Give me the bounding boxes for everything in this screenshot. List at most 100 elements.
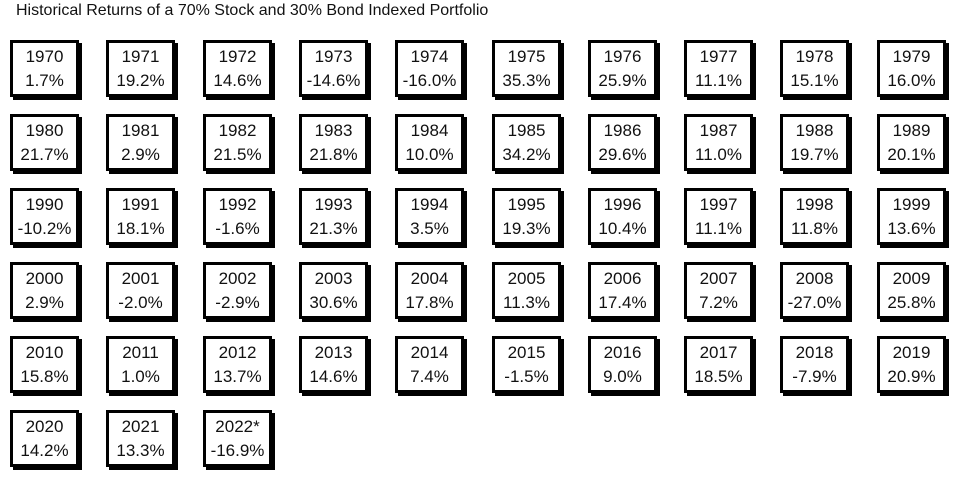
return-value: 14.6% <box>309 366 358 386</box>
year-return-cell: 2004 17.8% <box>395 262 464 319</box>
year-return-cell: 1989 20.1% <box>877 114 946 171</box>
return-value: 14.6% <box>213 70 262 90</box>
chart-title: Historical Returns of a 70% Stock and 30… <box>16 2 489 19</box>
year-return-cell: 1977 11.1% <box>684 40 753 97</box>
return-value: -2.9% <box>215 292 260 312</box>
year-label: 1980 <box>25 120 64 140</box>
year-return-cell: 1975 35.3% <box>492 40 561 97</box>
return-value: 18.1% <box>116 218 165 238</box>
return-value: 11.3% <box>503 292 550 312</box>
year-return-cell: 1987 11.0% <box>684 114 753 171</box>
return-value: 11.1% <box>695 218 742 238</box>
year-label: 1993 <box>314 194 353 214</box>
year-label: 1970 <box>25 46 64 66</box>
return-value: 10.0% <box>405 144 454 164</box>
year-label: 1979 <box>892 46 931 66</box>
return-value: 21.5% <box>213 144 262 164</box>
return-value: 25.9% <box>598 70 647 90</box>
return-value: 20.9% <box>887 366 936 386</box>
year-label: 1974 <box>410 46 449 66</box>
year-return-cell: 1986 29.6% <box>588 114 657 171</box>
year-return-cell: 1991 18.1% <box>106 188 175 245</box>
year-label: 1977 <box>699 46 738 66</box>
year-return-cell: 2021 13.3% <box>106 410 175 467</box>
year-return-cell: 2012 13.7% <box>203 336 272 393</box>
year-label: 1986 <box>603 120 642 140</box>
year-label: 2016 <box>603 342 642 362</box>
year-return-cell: 1984 10.0% <box>395 114 464 171</box>
year-label: 1989 <box>892 120 931 140</box>
year-return-cell: 2015 -1.5% <box>492 336 561 393</box>
return-value: 11.0% <box>695 144 742 164</box>
return-value: 15.8% <box>20 366 69 386</box>
year-return-cell: 1992 -1.6% <box>203 188 272 245</box>
return-value: -1.5% <box>504 366 549 386</box>
return-value: 16.0% <box>887 70 936 90</box>
return-value: 7.4% <box>410 366 449 386</box>
year-return-cell: 2005 11.3% <box>492 262 561 319</box>
return-value: 25.8% <box>887 292 936 312</box>
year-label: 2014 <box>410 342 449 362</box>
return-value: 14.2% <box>20 440 69 460</box>
year-label: 2010 <box>25 342 64 362</box>
year-return-cell: 2022* -16.9% <box>203 410 272 467</box>
year-return-cell: 1980 21.7% <box>10 114 79 171</box>
return-value: 20.1% <box>887 144 936 164</box>
year-label: 2017 <box>699 342 738 362</box>
year-return-cell: 1976 25.9% <box>588 40 657 97</box>
year-label: 1984 <box>410 120 449 140</box>
year-label: 2003 <box>314 268 353 288</box>
year-return-cell: 1973 -14.6% <box>299 40 368 97</box>
year-return-cell: 1970 1.7% <box>10 40 79 97</box>
return-value: 2.9% <box>121 144 160 164</box>
year-label: 1985 <box>507 120 546 140</box>
return-value: 7.2% <box>699 292 738 312</box>
return-value: 15.1% <box>790 70 839 90</box>
year-return-cell: 2017 18.5% <box>684 336 753 393</box>
year-return-cell: 2002 -2.9% <box>203 262 272 319</box>
return-value: 3.5% <box>410 218 449 238</box>
year-return-cell: 1985 34.2% <box>492 114 561 171</box>
returns-grid: 1970 1.7% 1971 19.2% 1972 14.6% 1973 -14.6% 1974… <box>10 40 954 471</box>
year-label: 2004 <box>410 268 449 288</box>
return-value: 34.2% <box>502 144 551 164</box>
year-label: 2006 <box>603 268 642 288</box>
year-return-cell: 2011 1.0% <box>106 336 175 393</box>
year-return-cell: 1990 -10.2% <box>10 188 79 245</box>
year-label: 1992 <box>218 194 257 214</box>
year-return-cell: 1981 2.9% <box>106 114 175 171</box>
return-value: 1.7% <box>25 70 64 90</box>
year-return-cell: 1999 13.6% <box>877 188 946 245</box>
return-value: 19.7% <box>790 144 839 164</box>
year-return-cell: 2010 15.8% <box>10 336 79 393</box>
return-value: -16.9% <box>210 440 265 460</box>
year-label: 1987 <box>699 120 738 140</box>
year-label: 1995 <box>507 194 546 214</box>
year-return-cell: 2008 -27.0% <box>780 262 849 319</box>
year-label: 1999 <box>892 194 931 214</box>
year-label: 1971 <box>121 46 160 66</box>
year-return-cell: 2009 25.8% <box>877 262 946 319</box>
return-value: 19.3% <box>502 218 551 238</box>
year-label: 2001 <box>121 268 160 288</box>
year-label: 2020 <box>25 416 64 436</box>
return-value: -16.0% <box>402 70 457 90</box>
return-value: 1.0% <box>121 366 160 386</box>
return-value: 11.8% <box>791 218 838 238</box>
year-label: 2019 <box>892 342 931 362</box>
return-value: 30.6% <box>309 292 358 312</box>
year-return-cell: 2001 -2.0% <box>106 262 175 319</box>
return-value: 10.4% <box>598 218 647 238</box>
return-value: 9.0% <box>603 366 642 386</box>
year-return-cell: 2018 -7.9% <box>780 336 849 393</box>
year-label: 2022* <box>215 416 260 436</box>
return-value: 19.2% <box>116 70 165 90</box>
year-label: 1991 <box>121 194 160 214</box>
year-return-cell: 2019 20.9% <box>877 336 946 393</box>
return-value: -14.6% <box>306 70 361 90</box>
year-return-cell: 1988 19.7% <box>780 114 849 171</box>
year-label: 2005 <box>507 268 546 288</box>
year-label: 2007 <box>699 268 738 288</box>
return-value: -1.6% <box>215 218 260 238</box>
year-return-cell: 1971 19.2% <box>106 40 175 97</box>
